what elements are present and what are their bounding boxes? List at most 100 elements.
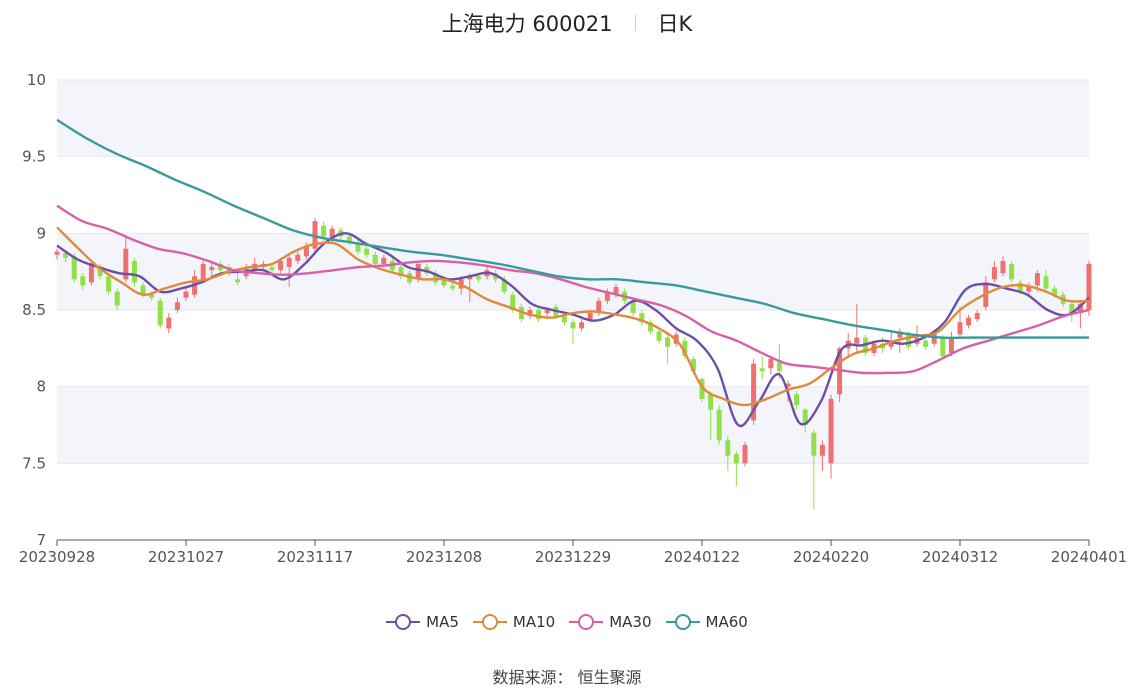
candle [157,300,163,326]
legend-swatch-ma30 [569,612,604,632]
title-separator [634,15,636,31]
candle [235,279,241,283]
candle [682,340,688,356]
chart-title-text: 上海电力 600021 [441,12,613,36]
candlestick-chart: 77.588.599.510 20230928 20231027 20231117 2… [19,71,1127,566]
candle [217,264,223,271]
candle [140,285,146,295]
candle [811,432,817,456]
candle [166,317,172,329]
legend-item-ma10[interactable]: MA10 [472,612,556,632]
candle [690,359,696,372]
candle [286,257,292,268]
candle [200,264,206,280]
candle [131,260,137,283]
candle [570,322,576,329]
candle [1000,260,1006,274]
legend-item-ma5[interactable]: MA5 [386,612,459,632]
grid-band [57,80,1089,157]
y-tick-label: 7 [36,531,46,549]
x-tick-label: 20240122 [664,548,740,566]
candle [742,444,748,464]
x-tick-label: 20231117 [277,548,353,566]
candle [948,337,954,353]
candle [329,228,335,240]
candle [940,337,946,356]
candle [699,379,705,399]
candle [725,440,731,456]
candle [708,394,714,410]
legend-swatch-ma10 [472,612,507,632]
candle [604,291,610,301]
candle [295,254,301,261]
candle [209,267,215,271]
candle [630,300,636,314]
candle [123,248,129,280]
grid-lines [57,79,1089,464]
x-tick-label: 20231229 [535,548,611,566]
candle [1052,288,1058,295]
candle [1077,303,1083,314]
candle [97,267,103,277]
candle [931,333,937,344]
candle [974,313,980,320]
candle [312,221,318,249]
candle [776,362,782,372]
chart-title: 上海电力 600021 日K [0,6,1134,40]
candle [837,348,843,395]
grid-band [57,386,1089,464]
candle [1069,303,1075,314]
candle [269,267,275,271]
legend-label-ma5: MA5 [426,613,459,631]
ma-line-ma60 [56,118,1089,340]
y-tick-label: 10 [27,71,46,89]
legend-label-ma10: MA10 [512,613,556,631]
y-axis: 7 7.5 8 8.5 9 9.5 10 [22,71,46,549]
candle [561,316,567,323]
legend-label-ma60: MA60 [705,613,748,631]
candle [802,409,808,425]
data-source: 数据来源： 恒生聚源 [492,668,642,687]
candle [596,300,602,314]
candle [1026,285,1032,292]
candle [665,337,671,347]
candle [579,322,585,329]
candle [346,236,352,243]
x-tick-label: 20240220 [793,548,869,566]
legend-swatch-ma60 [665,612,700,632]
candle [432,273,438,283]
candle [656,331,662,341]
candle [450,285,456,289]
y-tick-label: 9.5 [22,148,46,166]
y-tick-label: 8 [36,378,46,396]
legend: MA5 MA10 MA30 MA60 [0,612,1134,632]
candle [639,313,645,323]
candle [114,291,120,306]
candle [398,267,404,277]
candle [475,276,481,280]
x-tick-label: 20240312 [922,548,998,566]
candle [71,256,77,280]
ma-lines [56,118,1090,428]
candle [88,264,94,283]
candle [897,331,903,338]
legend-item-ma30[interactable]: MA30 [569,612,652,632]
candle [768,359,774,369]
x-tick-label: 20230928 [19,548,95,566]
candle [991,267,997,280]
candle [905,334,911,347]
candle [1086,264,1092,310]
candle [587,313,593,320]
x-axis: 20230928 20231027 20231117 20231208 20231229… [19,539,1127,566]
chart-period: 日K [657,12,693,36]
candle [183,291,189,298]
candle [1017,282,1023,292]
legend-item-ma60[interactable]: MA60 [665,612,748,632]
candle [966,317,972,326]
candle [415,264,421,280]
candle [321,225,327,237]
candle [716,409,722,441]
candle [544,310,550,314]
candle [923,340,929,347]
x-tick-label: 20231208 [406,548,482,566]
